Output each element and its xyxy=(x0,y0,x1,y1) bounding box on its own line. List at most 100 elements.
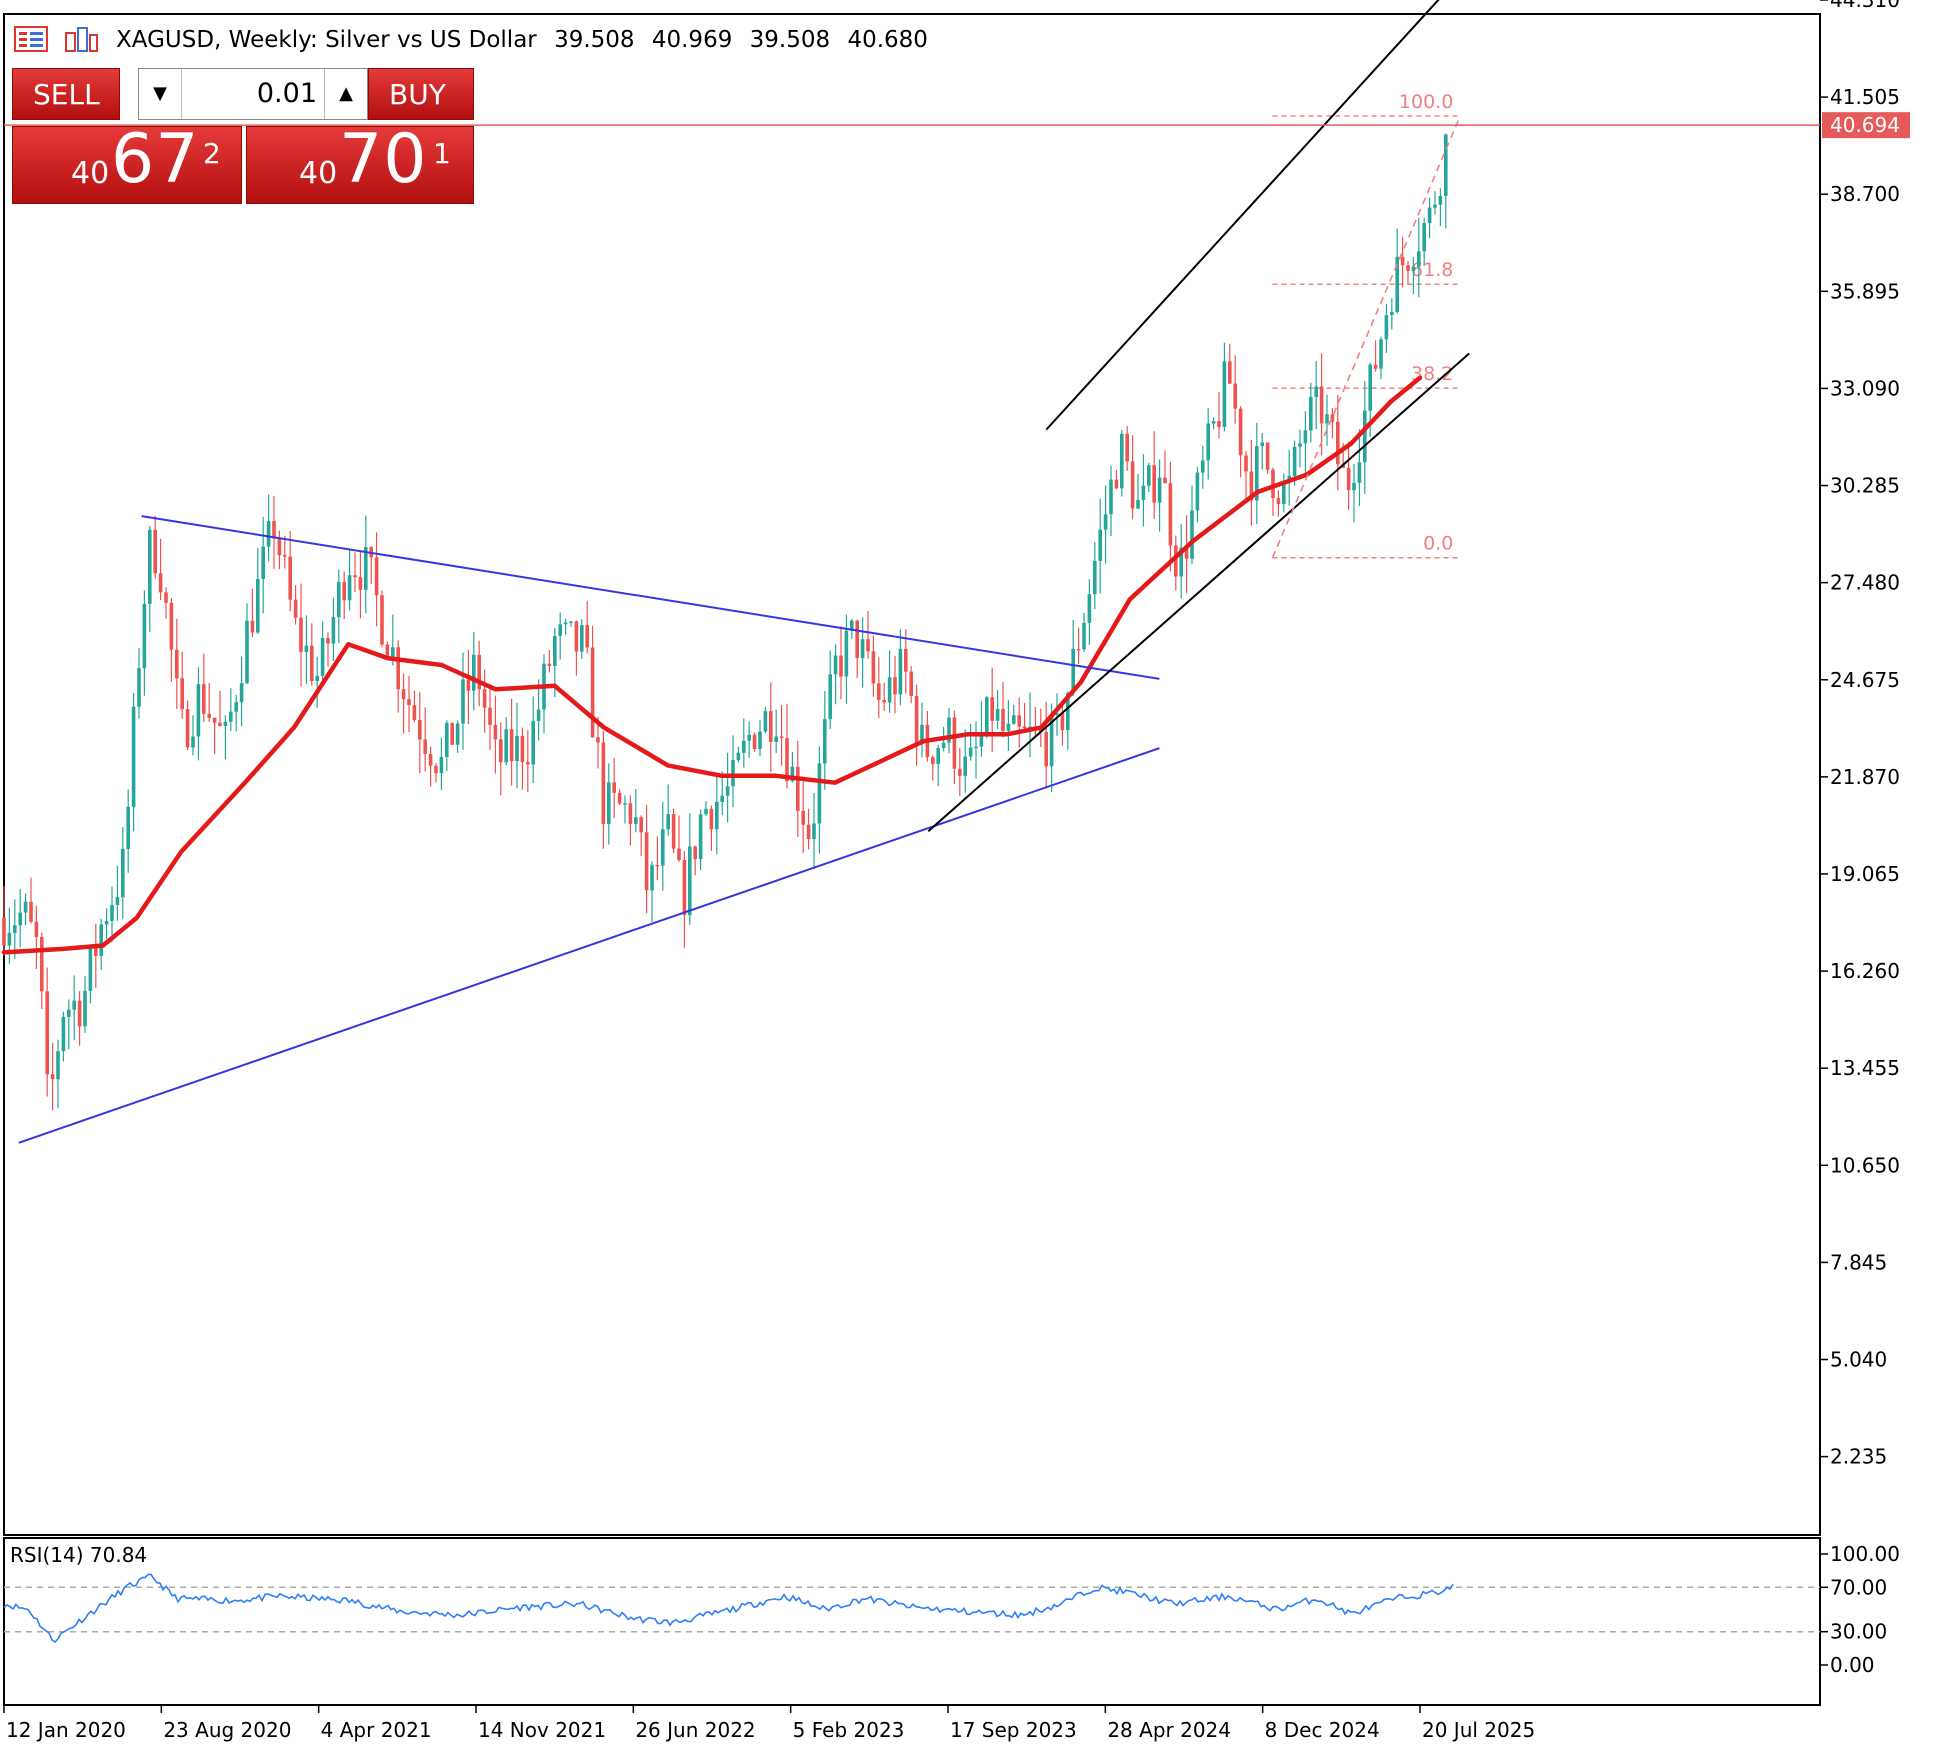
rsi-panel-frame xyxy=(3,1537,1821,1706)
candle-body xyxy=(720,795,724,802)
lot-size-field[interactable]: ▼ 0.01 ▲ xyxy=(138,68,368,120)
candle-body xyxy=(655,864,660,867)
buy-price-button[interactable]: 40 70 1 xyxy=(246,120,474,204)
trendlines[interactable] xyxy=(18,0,1524,1144)
candle-body xyxy=(1325,414,1329,424)
candle-body xyxy=(191,736,195,748)
candle-body xyxy=(50,1074,55,1080)
candle-body xyxy=(131,706,136,807)
candle-body xyxy=(1303,430,1308,444)
candle-body xyxy=(844,630,849,677)
candle-body xyxy=(1244,455,1248,472)
candle-body xyxy=(704,808,708,815)
candle-body xyxy=(1206,423,1210,461)
buy-label: BUY xyxy=(389,78,446,111)
candle-body xyxy=(790,766,795,782)
fib-level-label: 61.8 xyxy=(1411,259,1453,281)
candle-body xyxy=(1098,529,1102,561)
candle-body xyxy=(1395,256,1399,312)
candle-body xyxy=(725,786,730,796)
candle-body xyxy=(1157,477,1162,503)
candle-body xyxy=(628,803,633,824)
open-value: 39.508 xyxy=(554,27,635,53)
candle-body xyxy=(563,622,568,625)
candle-body xyxy=(580,625,584,652)
candle-body xyxy=(833,655,838,675)
candle-body xyxy=(229,711,233,722)
candles xyxy=(2,133,1448,1111)
candle-body xyxy=(72,1000,76,1010)
rsi-polyline xyxy=(3,1573,1454,1644)
candle-body xyxy=(531,720,535,765)
candle-body xyxy=(1217,421,1221,427)
candle-body xyxy=(1071,648,1075,694)
candle-body xyxy=(83,990,87,1027)
candle-body xyxy=(1390,311,1394,316)
buy-button[interactable]: BUY xyxy=(368,68,474,120)
candle-body xyxy=(558,624,562,636)
menu-icon[interactable] xyxy=(14,26,50,54)
sell-button[interactable]: SELL xyxy=(12,68,120,120)
candle-body xyxy=(1179,547,1183,577)
lot-decrease-button[interactable]: ▼ xyxy=(139,69,182,119)
candle-body xyxy=(1103,514,1108,530)
candle-body xyxy=(115,897,120,905)
candle-chart-icon[interactable] xyxy=(64,25,100,55)
candle-body xyxy=(1238,408,1243,456)
candle-body xyxy=(450,722,454,745)
candle-body xyxy=(412,705,417,721)
candle-body xyxy=(612,782,616,793)
candle-body xyxy=(439,756,444,774)
candle-body xyxy=(585,625,589,648)
buy-price-sup: 1 xyxy=(433,137,451,170)
close-value: 40.680 xyxy=(847,27,928,53)
candle-body xyxy=(985,697,989,735)
time-tick-label: 5 Feb 2023 xyxy=(793,1718,905,1742)
candle-body xyxy=(212,717,217,723)
candle-body xyxy=(569,621,573,623)
candle-body xyxy=(747,734,751,741)
candle-body xyxy=(1141,485,1146,500)
candle-body xyxy=(968,747,973,757)
price-tick-label: 10.650 xyxy=(1830,1153,1900,1177)
candle-body xyxy=(709,808,714,830)
candle-body xyxy=(315,675,319,682)
candle-body xyxy=(1265,442,1270,470)
candle-body xyxy=(1433,204,1437,208)
candle-body xyxy=(310,645,314,682)
price-tick-label: 21.870 xyxy=(1830,765,1900,789)
candle-body xyxy=(914,696,919,744)
candle-body xyxy=(1444,134,1448,196)
candle-body xyxy=(99,924,103,956)
rsi-label: RSI(14) 70.84 xyxy=(10,1543,147,1567)
candle-body xyxy=(245,620,249,684)
candle-body xyxy=(995,708,1000,721)
candle-body xyxy=(936,748,940,765)
time-tick-label: 26 Jun 2022 xyxy=(635,1718,755,1742)
candle-body xyxy=(1341,464,1345,468)
candle-body xyxy=(860,639,865,659)
candle-body xyxy=(823,719,827,764)
one-click-trading-panel: SELL ▼ 0.01 ▲ BUY 40 67 2 40 70 1 xyxy=(12,68,474,206)
candle-body xyxy=(774,736,778,742)
candle-body xyxy=(1373,364,1378,369)
candle-body xyxy=(88,946,93,991)
candle-body xyxy=(396,647,400,690)
candle-body xyxy=(1012,715,1016,724)
candle-body xyxy=(169,602,174,650)
sell-price-button[interactable]: 40 67 2 xyxy=(12,120,242,204)
lot-increase-button[interactable]: ▲ xyxy=(324,69,367,119)
candle-body xyxy=(941,742,946,749)
fibonacci-retracement[interactable]: 100.0 61.8 38.2 0.0 xyxy=(1272,91,1460,559)
candle-body xyxy=(153,529,157,574)
current-price-label: 40.694 xyxy=(1830,113,1900,137)
candle-body xyxy=(374,557,379,596)
candle-body xyxy=(1163,477,1167,484)
candle-body xyxy=(158,573,163,593)
candle-body xyxy=(331,617,336,644)
candle-body xyxy=(893,677,897,695)
candle-body xyxy=(574,621,579,652)
lot-size-value[interactable]: 0.01 xyxy=(256,78,317,109)
candle-body xyxy=(428,753,433,766)
